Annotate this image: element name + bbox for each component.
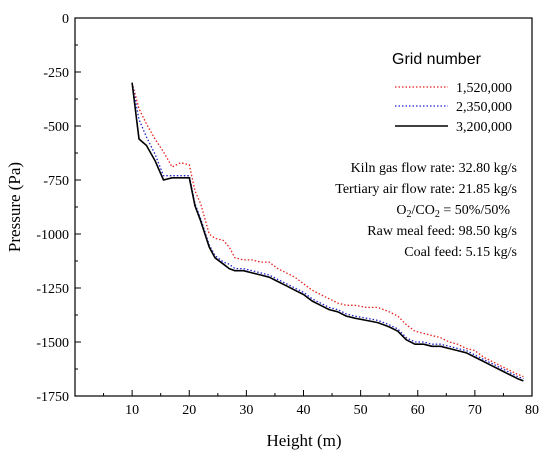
y-tick-label: -1000: [36, 228, 69, 243]
y-tick-label: -1250: [36, 282, 69, 297]
y-tick-label: 0: [62, 12, 69, 27]
x-axis-title: Height (m): [266, 431, 341, 450]
operating-conditions: Kiln gas flow rate: 32.80 kg/s Tertiary …: [335, 161, 517, 260]
annotation-raw-meal: Raw meal feed: 98.50 kg/s: [367, 224, 517, 239]
y-axis-title: Pressure (Pa): [5, 162, 24, 252]
series-line-3200000: [131, 82, 524, 382]
x-tick-label: 40: [297, 403, 311, 418]
annotation-coal-feed: Coal feed: 5.15 kg/s: [404, 245, 517, 260]
annotation-kiln-gas: Kiln gas flow rate: 32.80 kg/s: [351, 161, 517, 176]
x-tick-label: 50: [354, 403, 368, 418]
x-tick-label: 20: [182, 403, 196, 418]
series-layer: [131, 82, 524, 382]
y-tick-label: -500: [43, 120, 69, 135]
legend-title: Grid number: [392, 51, 482, 68]
x-tick-label: 80: [525, 403, 539, 418]
x-tick-label: 60: [411, 403, 425, 418]
annotation-o2-co2: O2/CO2 = 50%/50%: [396, 203, 510, 220]
y-tick-label: -1500: [36, 336, 69, 351]
x-tick-label: 70: [468, 403, 482, 418]
axis-ticks: 10 20 30 40 50 60 70 80 0 -250 -500 -750 -1000 -1250 -…: [36, 12, 539, 418]
legend: Grid number 1,520,000 2,350,000 3,200,00…: [392, 51, 512, 135]
legend-label-2350000: 2,350,000: [456, 100, 512, 115]
series-line-1520000: [131, 82, 524, 378]
y-tick-label: -250: [43, 66, 69, 81]
x-tick-label: 30: [239, 403, 253, 418]
legend-label-3200000: 3,200,000: [456, 120, 512, 135]
annotation-tertiary-air: Tertiary air flow rate: 21.85 kg/s: [335, 182, 517, 197]
y-tick-label: -1750: [36, 390, 69, 405]
y-tick-label: -750: [43, 174, 69, 189]
x-tick-label: 10: [125, 403, 139, 418]
legend-label-1520000: 1,520,000: [456, 81, 512, 96]
